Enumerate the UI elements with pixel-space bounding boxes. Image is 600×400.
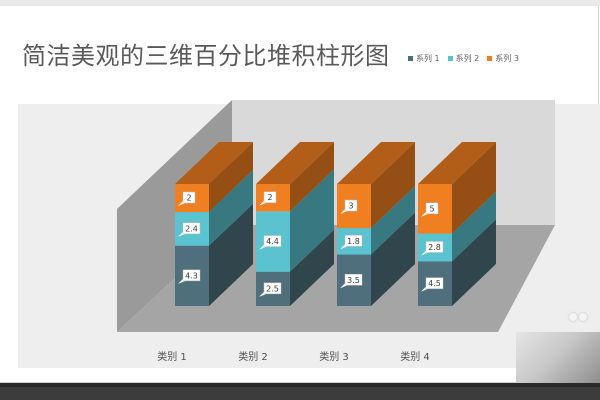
category-label-1: 类别 1 <box>157 350 187 363</box>
bottom-taskbar <box>0 383 600 400</box>
data-label-series-2-cat-1: 2.4 <box>185 224 198 233</box>
chart-title: 简洁美观的三维百分比堆积柱形图 <box>22 42 390 70</box>
data-label-series-2-cat-2: 4.4 <box>266 237 279 246</box>
bar-top-series-3-cat-3 <box>337 142 415 184</box>
legend-label-series-1: 系列 1 <box>416 54 440 63</box>
data-label-box-series-2-cat-4 <box>425 241 444 253</box>
legend-label-series-3: 系列 3 <box>495 54 519 63</box>
data-label-box-series-3-cat-1 <box>182 191 196 204</box>
data-label-series-1-cat-2: 2.5 <box>266 284 279 293</box>
bar-side-series-2-cat-3 <box>371 186 415 255</box>
data-label-box-series-2-cat-2 <box>263 235 282 247</box>
window-top-strip <box>0 0 600 6</box>
data-label-box-series-3-cat-4 <box>425 202 439 215</box>
data-label-series-1-cat-1: 4.3 <box>185 271 198 280</box>
bar-top-series-3-cat-2 <box>256 142 334 184</box>
data-label-series-2-cat-3: 1.8 <box>347 237 360 246</box>
data-label-box-series-3-cat-3 <box>344 199 358 212</box>
bar-side-series-3-cat-2 <box>290 142 334 212</box>
legend-item-series-2: 系列 2 <box>447 53 480 64</box>
bar-side-series-1-cat-4 <box>452 219 496 306</box>
bar-side-series-2-cat-4 <box>452 191 496 262</box>
legend-item-series-3: 系列 3 <box>487 53 519 64</box>
data-label-box-series-2-cat-3 <box>344 235 363 247</box>
legend-item-series-1: 系列 1 <box>408 53 440 64</box>
eye-decoration-left <box>569 313 577 321</box>
data-label-box-series-3-cat-2 <box>263 191 277 203</box>
data-label-box-series-1-cat-2 <box>263 282 282 295</box>
x-axis-labels: 类别 1 类别 2 类别 3 类别 4 <box>157 350 430 363</box>
data-label-series-3-cat-3: 3 <box>348 202 353 211</box>
data-label-series-1-cat-3: 3.5 <box>347 276 360 285</box>
data-label-series-3-cat-4: 5 <box>429 204 434 213</box>
data-label-box-series-1-cat-3 <box>344 274 363 286</box>
bar-side-series-1-cat-2 <box>290 229 334 306</box>
bar-side-series-2-cat-1 <box>209 170 253 246</box>
bottom-taskbar-edge <box>0 383 600 387</box>
eye-decoration-right <box>579 313 587 321</box>
data-label-series-3-cat-2: 2 <box>267 193 272 202</box>
data-label-box-series-2-cat-1 <box>182 222 201 235</box>
bar-side-series-3-cat-1 <box>209 142 253 213</box>
bar-side-series-2-cat-2 <box>290 169 334 272</box>
bar-side-series-1-cat-1 <box>209 203 253 306</box>
data-label-series-1-cat-4: 4.5 <box>428 279 441 288</box>
bar-side-series-3-cat-3 <box>371 142 415 229</box>
data-label-series-3-cat-1: 2 <box>186 194 191 203</box>
category-label-3: 类别 3 <box>319 350 349 363</box>
bar-top-series-3-cat-4 <box>418 142 496 184</box>
legend-swatch-series-3 <box>487 56 493 61</box>
category-label-4: 类别 4 <box>400 350 430 363</box>
legend-swatch-series-2 <box>447 56 453 61</box>
legend: 系列 1 系列 2 系列 3 <box>408 53 519 64</box>
category-label-2: 类别 2 <box>238 350 268 363</box>
data-label-box-series-1-cat-1 <box>182 269 201 282</box>
corner-shadow <box>516 332 600 383</box>
bar-top-series-3-cat-1 <box>175 142 253 184</box>
labels-layer: 4.3 2.4 2 2.5 4.4 2 3.5 1.8 3 4.5 2.8 5 <box>178 191 444 297</box>
bar-side-series-1-cat-3 <box>371 212 415 306</box>
data-label-series-2-cat-4: 2.8 <box>428 243 441 252</box>
bar-side-series-3-cat-4 <box>452 142 496 234</box>
legend-label-series-2: 系列 2 <box>455 54 480 63</box>
legend-swatch-series-1 <box>408 56 413 61</box>
data-label-box-series-1-cat-4 <box>425 277 444 289</box>
